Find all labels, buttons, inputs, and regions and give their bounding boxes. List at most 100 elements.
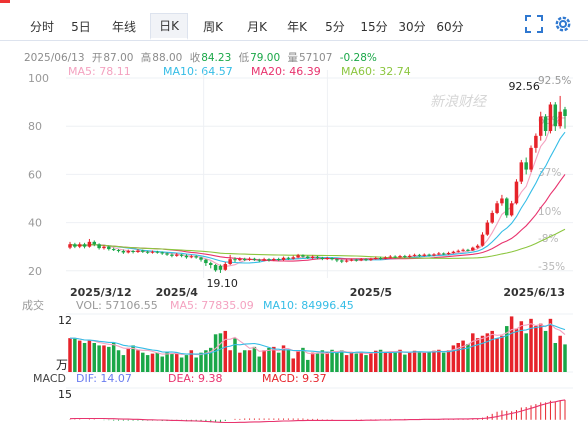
- volume-bar: [485, 333, 490, 372]
- candle: [446, 252, 451, 255]
- candle: [475, 245, 480, 248]
- tab-8[interactable]: 15分: [360, 20, 388, 34]
- volume-bar: [136, 350, 140, 372]
- tab-1[interactable]: 5日: [71, 20, 91, 34]
- tab-3[interactable]: 日K: [150, 13, 188, 40]
- tabbar-divider: [0, 40, 588, 41]
- volume-title: 成交: [22, 298, 44, 312]
- volume-bar: [155, 352, 160, 372]
- volume-bar: [208, 347, 213, 372]
- volume-bar: [461, 340, 465, 372]
- candle: [393, 256, 397, 258]
- tab-10[interactable]: 60分: [436, 20, 464, 34]
- candle: [451, 251, 456, 253]
- candle: [485, 222, 490, 235]
- tab-6[interactable]: 年K: [287, 20, 307, 34]
- volume-bar: [252, 346, 257, 372]
- volume-bar: [529, 318, 533, 372]
- volume-bar: [73, 338, 77, 372]
- candle: [563, 109, 567, 116]
- tab-5[interactable]: 月K: [247, 20, 267, 34]
- volume-bar: [524, 333, 528, 372]
- volume-bar: [233, 338, 237, 372]
- candle: [218, 265, 223, 270]
- tab-0[interactable]: 分时: [29, 20, 54, 34]
- candle: [286, 257, 291, 259]
- candle: [252, 258, 257, 260]
- candle: [184, 255, 189, 258]
- volume-bar: [267, 347, 271, 372]
- volume-bar: [407, 352, 412, 372]
- volume-bar: [514, 328, 519, 372]
- volume-bar: [160, 356, 164, 372]
- macd-dif-line: [70, 390, 565, 424]
- macd-legend-2: MACD: 9.37: [262, 372, 327, 385]
- volume-bar: [68, 338, 72, 372]
- volume-bar: [398, 349, 402, 372]
- candle: [121, 251, 126, 253]
- candle: [441, 253, 446, 255]
- candle: [179, 254, 184, 256]
- candle: [136, 250, 140, 252]
- candle: [111, 249, 116, 251]
- volume-bar: [466, 343, 470, 372]
- y-tick-0: 100: [28, 72, 49, 85]
- volume-bar: [519, 321, 524, 372]
- candle: [145, 251, 150, 253]
- volume-legend-0: VOL: 57106.55: [76, 299, 158, 312]
- candle: [272, 258, 276, 261]
- volume-bar: [383, 351, 388, 372]
- candle: [296, 255, 300, 258]
- watermark-text: 新浪财经: [430, 94, 488, 110]
- candle: [543, 116, 548, 132]
- candle: [150, 251, 155, 253]
- volume-bar: [393, 352, 397, 372]
- volume-bar: [378, 349, 383, 372]
- fullscreen-icon[interactable]: [525, 15, 543, 33]
- volume-bar: [344, 355, 349, 372]
- gear-icon[interactable]: [553, 14, 573, 34]
- volume-bar: [223, 330, 228, 372]
- candle: [437, 253, 441, 255]
- x-tick-0: 2025/3/12: [70, 286, 132, 299]
- ma-legend-0: MA5: 78.11: [68, 65, 131, 78]
- tab-9[interactable]: 30分: [398, 20, 426, 34]
- candle: [306, 256, 310, 258]
- volume-bar: [563, 344, 567, 372]
- candle: [412, 254, 417, 256]
- volume-bar: [301, 347, 305, 372]
- price-annotation-1: 19.10: [206, 277, 238, 290]
- candle: [267, 259, 271, 261]
- pct-tick-0: 92.5%: [538, 75, 571, 87]
- candle: [417, 254, 422, 256]
- tab-2[interactable]: 年线: [111, 20, 136, 34]
- tab-7[interactable]: 5分: [325, 20, 345, 34]
- info-close: 84.23: [201, 52, 232, 64]
- volume-bar: [456, 343, 460, 372]
- volume-ma5-line: [70, 323, 566, 356]
- candle: [116, 250, 121, 252]
- volume-bar: [82, 343, 87, 372]
- candle: [233, 259, 237, 261]
- candle: [509, 203, 514, 216]
- candle: [310, 256, 315, 258]
- volume-unit: 万: [56, 358, 68, 372]
- volume-bar: [437, 349, 441, 372]
- candle: [500, 198, 504, 204]
- candle: [92, 241, 97, 245]
- volume-bar: [480, 335, 485, 372]
- info-open: 87.00: [103, 52, 134, 64]
- volume-bar: [97, 345, 101, 372]
- candle: [359, 259, 363, 261]
- candle: [538, 116, 543, 136]
- candle: [160, 252, 164, 254]
- volume-bar: [412, 350, 417, 372]
- info-vol: 57107: [299, 52, 333, 64]
- tab-4[interactable]: 周K: [203, 20, 223, 34]
- candle: [141, 250, 145, 252]
- volume-bar: [306, 359, 310, 372]
- info-close-label: 收: [189, 52, 201, 64]
- volume-bar: [373, 350, 378, 372]
- candle: [199, 257, 203, 260]
